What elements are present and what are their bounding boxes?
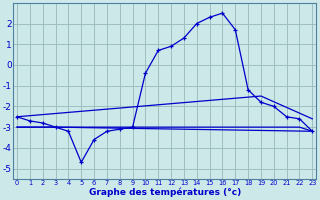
X-axis label: Graphe des températures (°c): Graphe des températures (°c) xyxy=(89,188,241,197)
